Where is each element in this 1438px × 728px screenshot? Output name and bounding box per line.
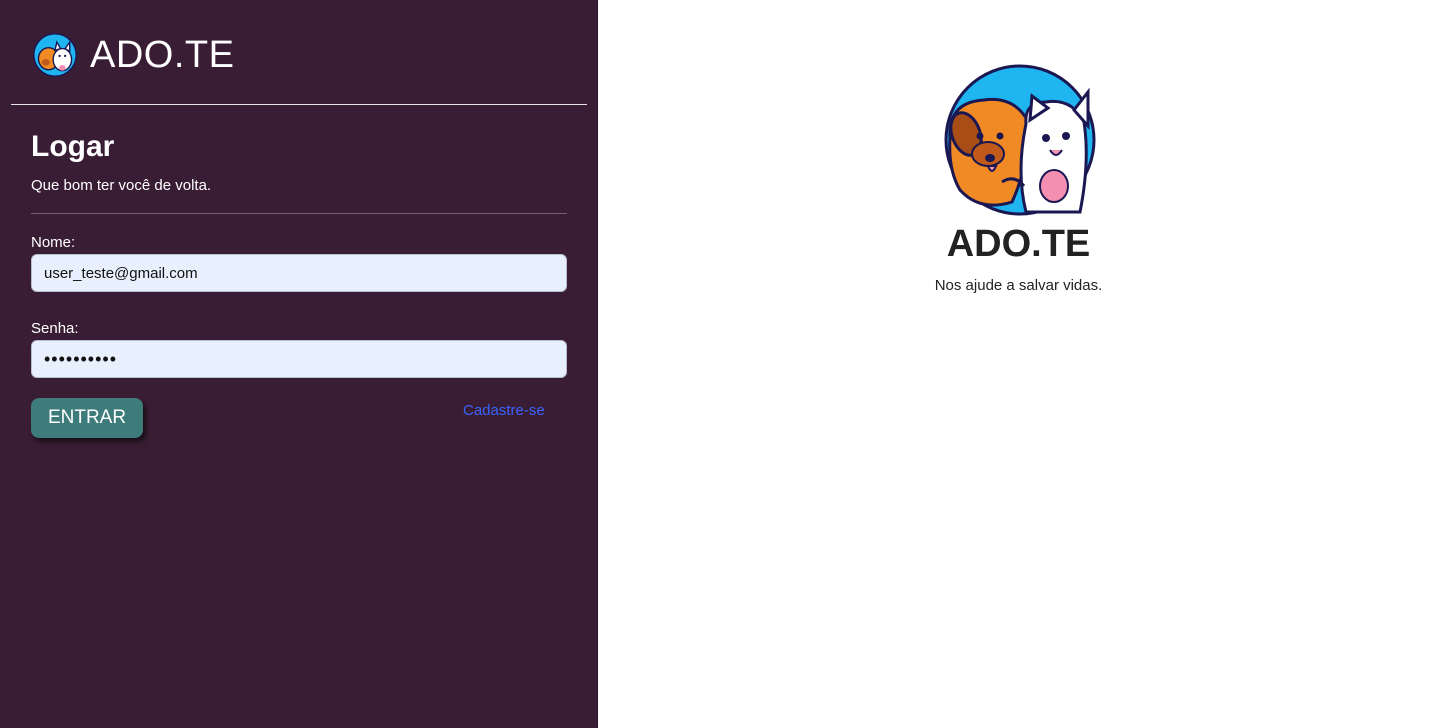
login-subtitle: Que bom ter você de volta.	[31, 177, 212, 194]
password-input[interactable]	[31, 340, 567, 378]
dog-cat-logo-icon	[944, 64, 1096, 216]
hero-subtitle: Nos ajude a salvar vidas.	[934, 277, 1103, 294]
login-heading: Logar	[31, 130, 115, 163]
hero-title: ADO.TE	[946, 223, 1091, 265]
login-sidebar: ADO.TE Logar Que bom ter você de volta. …	[0, 0, 598, 728]
form-divider	[31, 213, 567, 214]
header-divider	[11, 104, 587, 105]
password-label: Senha:	[31, 320, 79, 337]
brand-title: ADO.TE	[90, 34, 235, 76]
brand: ADO.TE	[32, 32, 234, 78]
dog-cat-logo-icon	[33, 33, 77, 77]
name-label: Nome:	[31, 234, 76, 251]
register-link[interactable]: Cadastre-se	[463, 402, 545, 419]
name-input[interactable]	[31, 254, 567, 292]
hero-section: ADO.TE Nos ajude a salvar vidas.	[599, 0, 1438, 728]
enter-button[interactable]: ENTRAR	[31, 398, 143, 438]
